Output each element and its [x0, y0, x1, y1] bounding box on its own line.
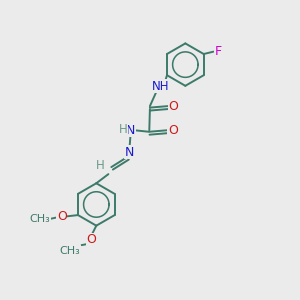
Text: H: H	[118, 123, 127, 136]
Text: N: N	[125, 146, 134, 159]
Text: CH₃: CH₃	[60, 246, 80, 256]
Text: F: F	[215, 45, 222, 58]
Text: H: H	[96, 159, 105, 172]
Text: NH: NH	[152, 80, 170, 93]
Text: O: O	[57, 210, 67, 223]
Text: O: O	[169, 100, 178, 112]
Text: CH₃: CH₃	[30, 214, 50, 224]
Text: O: O	[86, 233, 96, 246]
Text: N: N	[126, 124, 135, 137]
Text: O: O	[168, 124, 178, 137]
